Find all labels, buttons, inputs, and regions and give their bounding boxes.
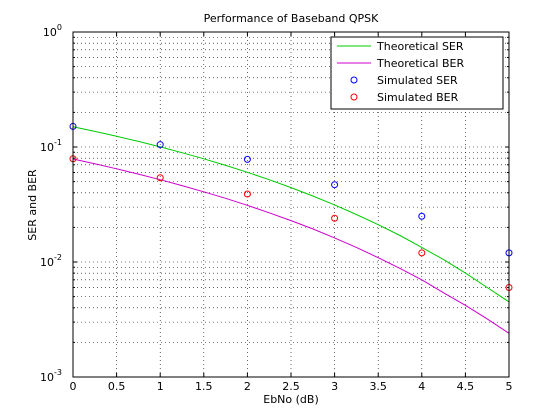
x-tick-label: 1	[157, 380, 164, 393]
simulated-ber-marker	[243, 190, 251, 198]
legend-simulated-ber-swatch	[350, 93, 358, 101]
x-tick-label: 1.5	[195, 380, 213, 393]
y-tick-label: 10-2	[40, 253, 62, 269]
x-tick-label: 3	[331, 380, 338, 393]
simulated-ber-marker	[156, 174, 164, 182]
legend: Theoretical SER Theoretical BER Simulated …	[330, 36, 504, 110]
simulated-ber-marker	[331, 214, 339, 222]
legend-theoretical-ber-label: Theoretical BER	[376, 57, 464, 70]
legend-box	[330, 36, 504, 110]
legend-simulated-ser-swatch	[350, 76, 358, 84]
x-tick-label: 4.5	[457, 380, 475, 393]
y-tick-label: 10-1	[40, 138, 62, 154]
legend-simulated-ser-label: Simulated SER	[377, 74, 458, 87]
x-tick-label: 2	[244, 380, 251, 393]
simulated-ser-marker	[418, 212, 426, 220]
simulated-ber-marker	[418, 249, 426, 257]
theoretical-ber-line	[72, 158, 510, 334]
simulated-ser-marker	[331, 181, 339, 189]
grid	[73, 32, 509, 377]
x-tick-label: 0	[70, 380, 77, 393]
x-tick-label: 5	[506, 380, 513, 393]
simulated-ser-marker	[156, 141, 164, 149]
theoretical-ber-series	[72, 158, 510, 334]
legend-simulated-ber-label: Simulated BER	[377, 91, 459, 104]
legend-theoretical-ser-label: Theoretical SER	[376, 40, 464, 53]
tick-labels: 0 0.5 1 1.5 2 2.5 3 3.5 4 4.5 5 100 10-1 10-2 10-3	[40, 23, 512, 393]
tick-marks	[72, 32, 510, 378]
simulated-ser-series	[69, 122, 513, 257]
x-axis-title: EbNo (dB)	[263, 393, 319, 406]
theoretical-ser-series	[72, 126, 510, 303]
theoretical-ser-line	[72, 126, 510, 303]
y-tick-label: 100	[43, 23, 62, 39]
x-tick-label: 4	[418, 380, 425, 393]
simulated-ser-marker	[243, 155, 251, 163]
y-axis-title: SER and BER	[26, 169, 39, 241]
y-tick-label: 10-3	[40, 368, 62, 384]
x-tick-label: 2.5	[282, 380, 300, 393]
x-tick-label: 3.5	[369, 380, 387, 393]
chart-title: Performance of Baseband QPSK	[204, 12, 380, 25]
x-tick-label: 0.5	[108, 380, 126, 393]
